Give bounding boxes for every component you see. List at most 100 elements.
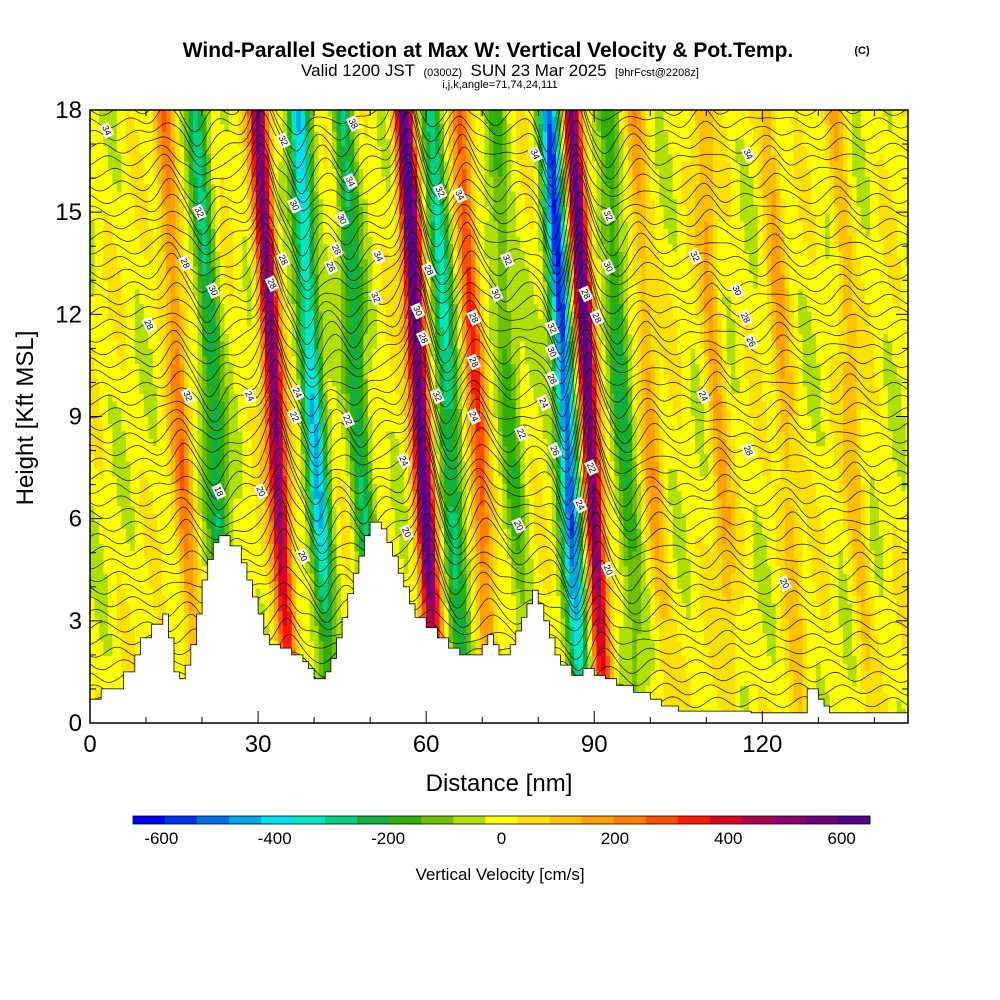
velocity-cell <box>90 625 96 634</box>
velocity-cell <box>242 318 248 327</box>
velocity-cell <box>94 176 100 185</box>
velocity-cell <box>197 520 203 529</box>
velocity-cell <box>103 116 109 125</box>
velocity-cell <box>215 191 221 200</box>
velocity-cell <box>152 183 158 192</box>
velocity-cell <box>300 288 306 297</box>
velocity-cell <box>336 310 342 319</box>
velocity-cell <box>99 408 105 417</box>
velocity-cell <box>341 153 347 162</box>
velocity-cell <box>206 535 212 544</box>
velocity-cell <box>193 138 199 147</box>
velocity-cell <box>233 340 239 349</box>
velocity-cell <box>224 236 230 245</box>
velocity-cell <box>179 520 185 529</box>
velocity-cell <box>125 618 131 627</box>
velocity-cell <box>157 460 163 469</box>
velocity-cell <box>103 475 109 484</box>
velocity-cell <box>130 183 136 192</box>
velocity-cell <box>152 378 158 387</box>
velocity-cell <box>314 543 320 552</box>
velocity-cell <box>291 288 297 297</box>
velocity-cell <box>242 340 248 349</box>
velocity-cell <box>251 228 257 237</box>
velocity-cell <box>242 176 248 185</box>
velocity-cell <box>206 498 212 507</box>
velocity-cell <box>166 303 172 312</box>
velocity-cell <box>179 550 185 559</box>
velocity-cell <box>314 475 320 484</box>
velocity-cell <box>237 490 243 499</box>
velocity-cell <box>116 558 122 567</box>
velocity-cell <box>336 295 342 304</box>
velocity-cell <box>314 505 320 514</box>
velocity-cell <box>278 378 284 387</box>
velocity-cell <box>112 550 118 559</box>
velocity-cell <box>184 370 190 379</box>
velocity-cell <box>90 251 96 260</box>
velocity-cell <box>116 355 122 364</box>
velocity-cell <box>255 318 261 327</box>
velocity-cell <box>143 535 149 544</box>
velocity-cell <box>130 191 136 200</box>
velocity-cell <box>130 138 136 147</box>
velocity-cell <box>175 161 181 170</box>
velocity-cell <box>264 131 270 140</box>
velocity-cell <box>220 348 226 357</box>
velocity-cell <box>134 131 140 140</box>
velocity-cell <box>90 648 96 657</box>
velocity-cell <box>103 176 109 185</box>
velocity-cell <box>103 670 109 679</box>
velocity-cell <box>166 408 172 417</box>
velocity-cell <box>323 490 329 499</box>
velocity-cell <box>260 123 266 132</box>
velocity-cell <box>90 633 96 642</box>
velocity-cell <box>175 236 181 245</box>
velocity-cell <box>116 176 122 185</box>
velocity-cell <box>287 110 293 117</box>
velocity-cell <box>233 483 239 492</box>
velocity-cell <box>99 213 105 222</box>
velocity-cell <box>193 161 199 170</box>
velocity-cell <box>121 663 127 672</box>
velocity-cell <box>224 295 230 304</box>
velocity-cell <box>327 460 333 469</box>
velocity-cell <box>237 161 243 170</box>
velocity-cell <box>233 453 239 462</box>
velocity-cell <box>99 258 105 267</box>
velocity-cell <box>345 325 351 334</box>
velocity-cell <box>166 468 172 477</box>
velocity-cell <box>170 310 176 319</box>
velocity-cell <box>273 378 279 387</box>
velocity-cell <box>251 378 257 387</box>
velocity-cell <box>327 595 333 604</box>
velocity-cell <box>125 423 131 432</box>
velocity-cell <box>260 438 266 447</box>
velocity-cell <box>193 310 199 319</box>
velocity-cell <box>125 520 131 529</box>
velocity-cell <box>318 370 324 379</box>
velocity-cell <box>116 123 122 132</box>
velocity-cell <box>273 543 279 552</box>
velocity-cell <box>323 213 329 222</box>
velocity-cell <box>291 348 297 357</box>
velocity-cell <box>273 310 279 319</box>
velocity-cell <box>278 318 284 327</box>
velocity-cell <box>157 483 163 492</box>
velocity-cell <box>350 258 356 267</box>
velocity-cell <box>125 378 131 387</box>
velocity-cell <box>206 273 212 282</box>
velocity-cell <box>148 393 154 402</box>
velocity-cell <box>116 513 122 522</box>
velocity-cell <box>215 393 221 402</box>
velocity-cell <box>323 266 329 275</box>
velocity-cell <box>215 213 221 222</box>
velocity-cell <box>116 213 122 222</box>
velocity-cell <box>341 475 347 484</box>
velocity-cell <box>287 535 293 544</box>
velocity-cell <box>314 161 320 170</box>
velocity-cell <box>251 490 257 499</box>
velocity-cell <box>314 490 320 499</box>
velocity-cell <box>188 558 194 567</box>
velocity-cell <box>282 355 288 364</box>
